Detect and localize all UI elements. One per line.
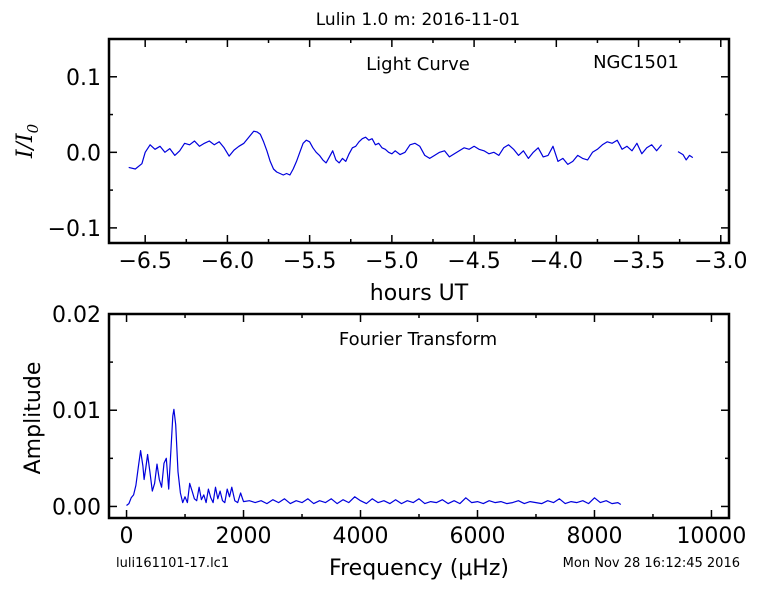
y-axis-label-main: I/I [13, 132, 38, 159]
x-tick-label: 10000 [676, 524, 746, 549]
x-tick-label: 2000 [216, 524, 272, 549]
light-curve-panel: −6.5 −6.0 −5.5 −5.0 −4.5 −4.0 −3.5 −3.0 −0.1 0.0 0… [13, 37, 747, 306]
y-axis-label: I/I0 [13, 123, 42, 159]
fourier-panel: 0 2000 4000 6000 8000 10000 0.00 0.01 0.02 Freque… [21, 303, 746, 581]
x-axis-label: Frequency (μHz) [329, 556, 509, 581]
x-tick-label: −3.0 [694, 249, 747, 274]
y-axis-label: Amplitude [21, 362, 46, 475]
x-tick-label: 0 [120, 524, 134, 549]
footer-timestamp: Mon Nov 28 16:12:45 2016 [563, 556, 740, 571]
x-tick-label: −4.0 [530, 249, 583, 274]
figure-title: Lulin 1.0 m: 2016-11-01 [316, 10, 521, 30]
x-tick-label: −6.0 [201, 249, 254, 274]
y-tick-label: 0.00 [52, 495, 101, 520]
x-tick-label: 8000 [566, 524, 622, 549]
y-tick-label: 0.01 [52, 399, 101, 424]
panel-title: Light Curve [366, 54, 470, 75]
y-tick-label: 0.02 [52, 303, 101, 328]
plot-frame-0 [107, 37, 731, 245]
y-tick-label: 0.0 [66, 141, 101, 166]
x-tick-label: −4.5 [447, 249, 500, 274]
y-axis-label-subscript: 0 [24, 123, 42, 133]
object-annotation: NGC1501 [593, 52, 679, 73]
x-axis-label: hours UT [370, 281, 469, 306]
y-tick-label: −0.1 [48, 217, 101, 242]
x-tick-label: −5.5 [283, 249, 336, 274]
light-curve-series-0 [128, 130, 663, 176]
x-tick-label: −3.5 [612, 249, 665, 274]
x-tick-label: 4000 [333, 524, 389, 549]
x-tick-label: −5.0 [365, 249, 418, 274]
light-curve-series-1 [677, 151, 694, 161]
panel-title: Fourier Transform [339, 329, 497, 350]
fourier-series-0 [126, 408, 622, 506]
footer-filename: luli161101-17.lc1 [116, 556, 229, 571]
x-tick-label: 6000 [449, 524, 505, 549]
y-tick-label: 0.1 [66, 66, 101, 91]
x-tick-label: −6.5 [118, 249, 171, 274]
